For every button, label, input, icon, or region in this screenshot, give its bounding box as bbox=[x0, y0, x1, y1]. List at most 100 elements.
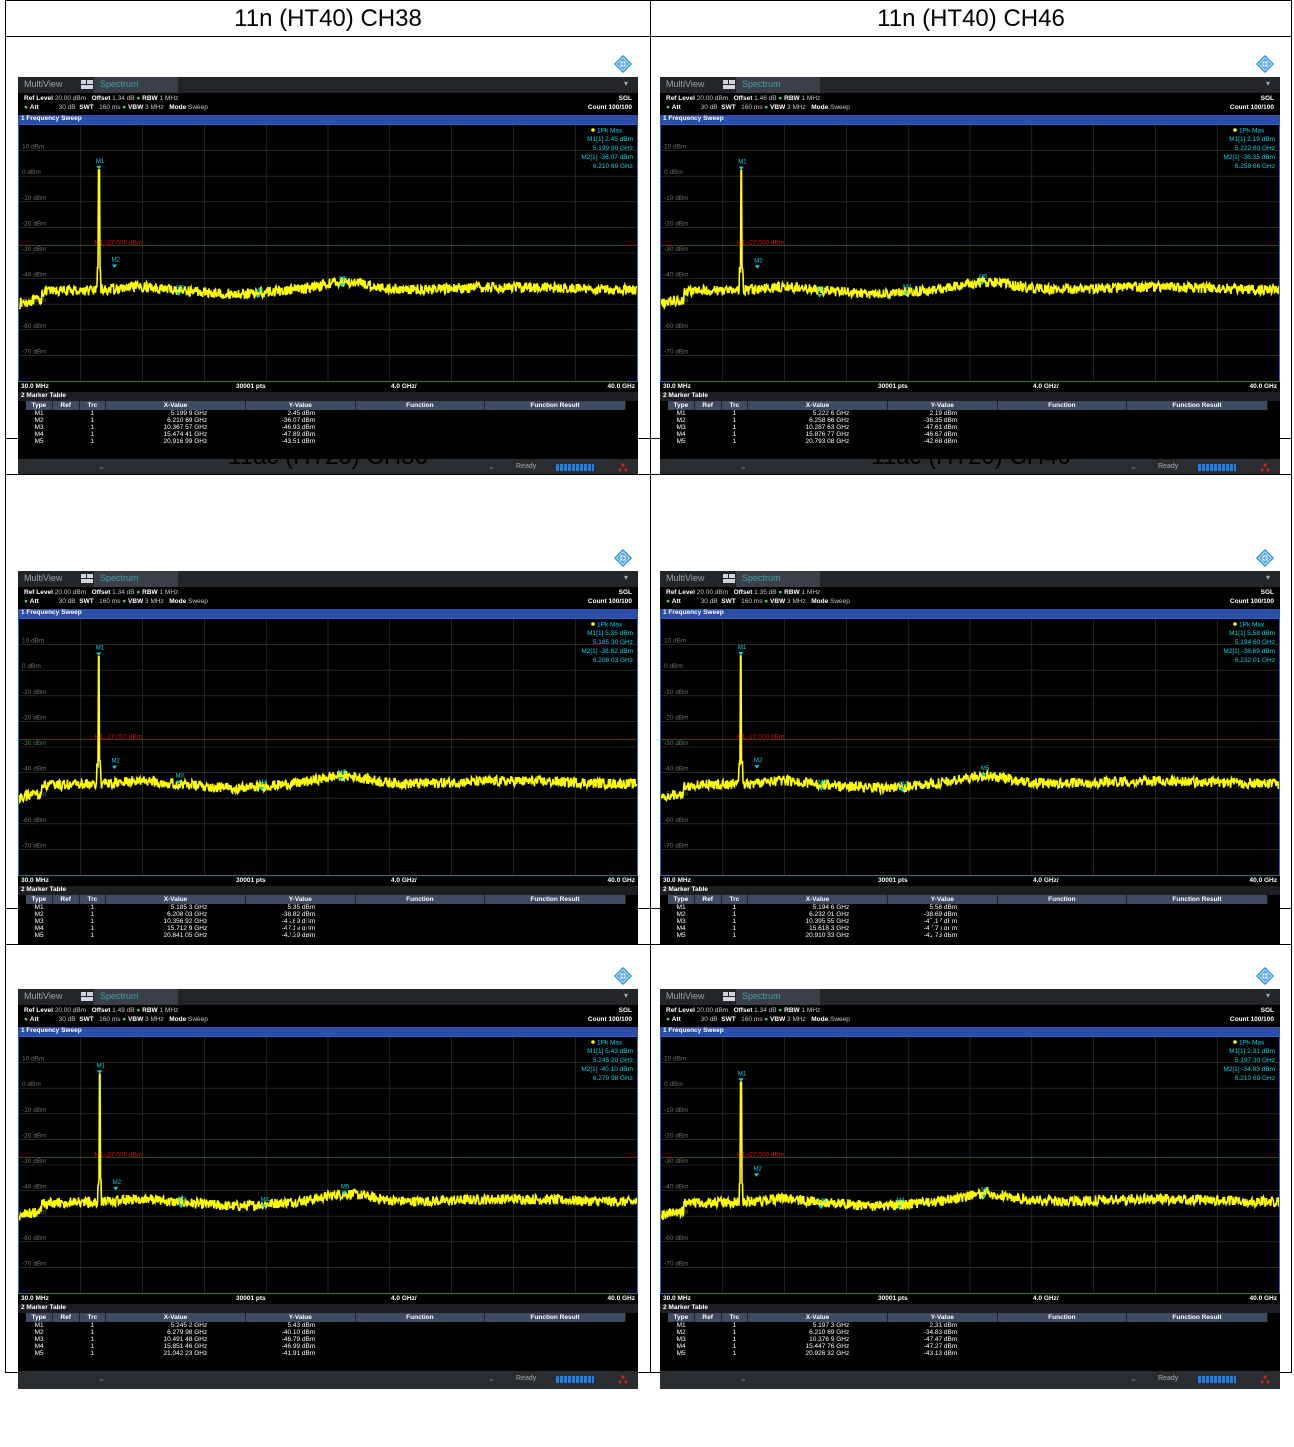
marker-triangle-2[interactable] bbox=[112, 765, 118, 770]
chevron-down-icon[interactable]: ▾ bbox=[1265, 573, 1270, 582]
marker-function bbox=[997, 1322, 1126, 1329]
multiview-grid-icon[interactable] bbox=[81, 992, 93, 1001]
chevron-down-icon[interactable]: ⌄ bbox=[740, 1374, 747, 1383]
marker-triangle-2[interactable] bbox=[113, 1186, 119, 1191]
marker-ref bbox=[694, 410, 721, 417]
multiview-grid-icon[interactable] bbox=[723, 574, 735, 583]
marker-triangle-5[interactable] bbox=[338, 777, 344, 781]
multiview-tab[interactable]: MultiView bbox=[24, 573, 63, 583]
marker-triangle-4[interactable] bbox=[261, 1204, 267, 1208]
chevron-down-icon[interactable]: ⌄ bbox=[488, 1374, 495, 1383]
chevron-down-icon[interactable]: ▾ bbox=[1265, 79, 1270, 88]
multiview-tab[interactable]: MultiView bbox=[666, 573, 705, 583]
chevron-down-icon[interactable]: ⌄ bbox=[98, 462, 105, 471]
marker-triangle-5[interactable] bbox=[341, 1191, 347, 1195]
marker-triangle-1[interactable] bbox=[97, 1070, 103, 1074]
spectrum-plot[interactable]: 10 dBm 0 dBm -10 dBm -20 dBm -30 dBm -40 dBm -… bbox=[660, 618, 1280, 876]
marker-triangle-4[interactable] bbox=[896, 1205, 902, 1209]
marker-triangle-5[interactable] bbox=[981, 1194, 987, 1199]
warning-icon[interactable] bbox=[618, 1375, 628, 1384]
marker-triangle-4[interactable] bbox=[903, 291, 909, 296]
ref-level-value: 20.00 dBm bbox=[54, 95, 87, 102]
marker-triangle-3[interactable] bbox=[176, 780, 182, 785]
marker-x-value: 10.287 63 GHz bbox=[805, 424, 850, 431]
chevron-down-icon[interactable]: ▾ bbox=[623, 79, 628, 88]
chevron-down-icon[interactable]: ⌄ bbox=[740, 462, 747, 471]
marker-triangle-3[interactable] bbox=[818, 786, 824, 791]
chevron-down-icon[interactable]: ⌄ bbox=[1130, 462, 1137, 471]
warning-icon[interactable] bbox=[1260, 463, 1270, 472]
chevron-down-icon[interactable]: ▾ bbox=[1265, 991, 1270, 1000]
marker-triangle-2[interactable] bbox=[112, 264, 118, 269]
status-ready: Ready bbox=[516, 463, 537, 470]
chevron-down-icon[interactable]: ⌄ bbox=[488, 462, 495, 471]
marker-triangle-4[interactable] bbox=[258, 787, 264, 791]
spectrum-tab-label: Spectrum bbox=[742, 991, 781, 1001]
marker-triangle-2[interactable] bbox=[754, 765, 760, 769]
marker-triangle-1[interactable] bbox=[96, 165, 102, 170]
marker-triangle-2[interactable] bbox=[754, 265, 760, 269]
marker-triangle-5[interactable] bbox=[339, 283, 345, 288]
marker-triangle-1[interactable] bbox=[96, 652, 102, 657]
multiview-grid-icon[interactable] bbox=[81, 80, 93, 89]
panel-title: 11n (HT40) CH38 bbox=[6, 1, 651, 37]
multiview-tab[interactable]: MultiView bbox=[24, 991, 63, 1001]
marker-triangle-4[interactable] bbox=[899, 788, 905, 792]
spectrum-plot[interactable]: 10 dBm 0 dBm -10 dBm -20 dBm -30 dBm -40 dBm -… bbox=[18, 1036, 638, 1294]
marker-table-head-row: Type Ref Trc X-Value Y-Value Function Function… bbox=[668, 1313, 1269, 1322]
swt-value: 160 ms bbox=[99, 104, 121, 111]
spectrum-plot[interactable]: 10 dBm 0 dBm -10 dBm -20 dBm -30 dBm -40 dBm -… bbox=[18, 618, 638, 876]
multiview-tab[interactable]: MultiView bbox=[666, 991, 705, 1001]
multiview-grid-icon[interactable] bbox=[81, 574, 93, 583]
column-header: Ref bbox=[52, 401, 80, 410]
spectrum-tab[interactable]: Spectrum bbox=[736, 989, 820, 1005]
spectrum-plot[interactable]: 10 dBm 0 dBm -10 dBm -20 dBm -30 dBm -40 dBm -… bbox=[18, 124, 638, 382]
chevron-down-icon[interactable]: ⌄ bbox=[98, 1374, 105, 1383]
chevron-down-icon[interactable]: ⌄ bbox=[1130, 1374, 1137, 1383]
marker-triangle-1[interactable] bbox=[738, 166, 744, 171]
spectrum-tab[interactable]: Spectrum bbox=[94, 989, 178, 1005]
trace-color-icon bbox=[591, 622, 595, 626]
marker-y-value: -36.35 dBm bbox=[923, 417, 958, 424]
spectrum-plot[interactable]: 10 dBm 0 dBm -10 dBm -20 dBm -30 dBm -40 dBm -… bbox=[660, 1036, 1280, 1294]
marker-trace: 1 bbox=[732, 438, 737, 445]
title-bar: MultiView Spectrum ▾ bbox=[660, 571, 1280, 587]
marker-triangle-3[interactable] bbox=[818, 1205, 824, 1210]
chevron-down-icon[interactable]: ▾ bbox=[623, 991, 628, 1000]
marker-function-result bbox=[484, 424, 625, 431]
mode-label: Mode bbox=[169, 1016, 187, 1023]
marker-triangle-3[interactable] bbox=[178, 1203, 184, 1208]
multiview-tab[interactable]: MultiView bbox=[666, 79, 705, 89]
multiview-grid-icon[interactable] bbox=[723, 992, 735, 1001]
multiview-grid-icon[interactable] bbox=[723, 80, 735, 89]
marker-triangle-3[interactable] bbox=[817, 294, 823, 298]
marker-table-body: M1 1 5.199 9 GHz 2.45 dBm M2 1 6.210 69 GHz -36… bbox=[26, 410, 626, 445]
marker-triangle-5[interactable] bbox=[979, 281, 985, 285]
marker-ref bbox=[52, 417, 79, 424]
marker-triangle-3[interactable] bbox=[176, 292, 182, 296]
spectrum-plot[interactable]: 10 dBm 0 dBm -10 dBm -20 dBm -30 dBm -40 dBm -… bbox=[660, 124, 1280, 382]
spectrum-tab[interactable]: Spectrum bbox=[736, 77, 820, 93]
rbw-value: 1 MHz bbox=[801, 1007, 821, 1014]
marker-ref bbox=[52, 1336, 79, 1343]
marker-trace: 1 bbox=[90, 417, 95, 424]
spectrum-tab[interactable]: Spectrum bbox=[94, 571, 178, 587]
marker-trace: 1 bbox=[90, 925, 95, 932]
marker-trace: 1 bbox=[90, 904, 95, 911]
marker-triangle-5[interactable] bbox=[981, 773, 987, 777]
marker-triangle-2[interactable] bbox=[754, 1173, 760, 1177]
spectrum-tab[interactable]: Spectrum bbox=[736, 571, 820, 587]
marker-triangle-4[interactable] bbox=[255, 294, 261, 299]
marker-type: M5 bbox=[34, 1350, 44, 1357]
att-label: Att bbox=[29, 598, 39, 605]
marker-triangle-1[interactable] bbox=[738, 651, 744, 656]
spectrum-screenshot: MultiView Spectrum ▾ Ref Level 20.00 dBm… bbox=[660, 967, 1280, 1447]
chevron-down-icon[interactable]: ▾ bbox=[623, 573, 628, 582]
warning-icon[interactable] bbox=[1260, 1375, 1270, 1384]
marker-triangle-1[interactable] bbox=[738, 1078, 744, 1082]
warning-icon[interactable] bbox=[618, 463, 628, 472]
multiview-tab[interactable]: MultiView bbox=[24, 79, 63, 89]
spectrum-tab[interactable]: Spectrum bbox=[94, 77, 178, 93]
marker-y-value: -41.91 dBm bbox=[281, 1350, 316, 1357]
table-row: M2 1 6.258 66 GHz -36.35 dBm bbox=[668, 417, 1268, 424]
